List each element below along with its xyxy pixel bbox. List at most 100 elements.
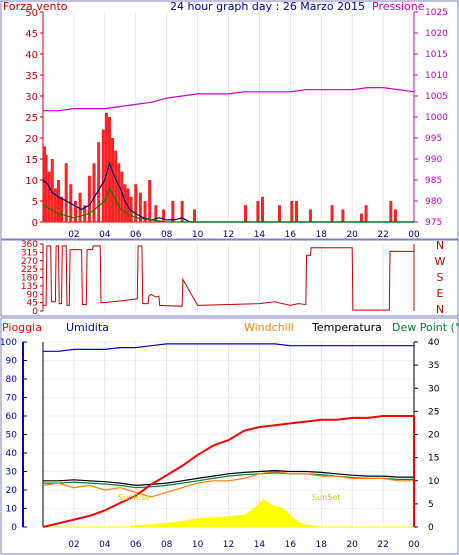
gust-bar xyxy=(56,180,60,222)
wind-series xyxy=(42,86,415,223)
gust-bar xyxy=(78,192,82,222)
wind-tick-label: 45 xyxy=(25,29,38,40)
direction-grid xyxy=(73,244,415,311)
pressure-tick-label: 1005 xyxy=(425,92,448,102)
wind-tick-label: 10 xyxy=(25,176,38,187)
wind-time-tick-label: 20 xyxy=(346,230,358,240)
wind-tick-label: 25 xyxy=(25,113,38,124)
gust-bar xyxy=(162,209,166,222)
pressure-tick-label: 980 xyxy=(425,197,442,207)
temp-time-tick-label: 18 xyxy=(316,540,328,550)
solar-area xyxy=(43,498,414,528)
pressure-axis-label: Pressione xyxy=(372,0,425,13)
direction-tick-label: 45 xyxy=(27,299,38,309)
wind-tick-label: 15 xyxy=(25,155,38,166)
compass-label: N xyxy=(436,303,444,316)
gust-bar xyxy=(278,205,282,222)
wind-time-tick-label: 00 xyxy=(408,230,420,240)
wind-tick-label: 35 xyxy=(25,71,38,82)
humidity-tick-label: 80 xyxy=(6,375,18,385)
temp-time-tick-label: 06 xyxy=(130,540,142,550)
humidity-tick-label: 50 xyxy=(6,431,18,441)
wind-axis-label: Forza vento xyxy=(3,0,68,13)
temp-time-tick-label: 08 xyxy=(161,540,173,550)
temp-time-tick-label: 20 xyxy=(346,540,358,550)
gust-bar xyxy=(73,201,77,222)
direction-tick-label: 0 xyxy=(32,307,38,317)
wind-tick-label: 30 xyxy=(25,92,38,103)
wind-axis-ticks: 0 5 10 15 20 25 30 35 40 45 50 xyxy=(25,8,43,229)
direction-tick-label: 225 xyxy=(21,265,38,275)
temperature-tick-label: 25 xyxy=(428,407,439,417)
temp-time-tick-label: 12 xyxy=(223,540,234,550)
gust-bar xyxy=(43,146,47,222)
temp-grid xyxy=(43,341,415,528)
legend-windchill: Windchill xyxy=(244,321,294,334)
gust-bar xyxy=(295,201,299,222)
gust-bar xyxy=(364,205,368,222)
windchill-line xyxy=(42,470,414,498)
gust-bar xyxy=(134,184,138,222)
temperature-axis-ticks: 0 5 10 15 20 25 30 35 40 xyxy=(414,338,440,533)
pressure-line xyxy=(43,86,415,112)
wind-time-tick-label: 12 xyxy=(223,230,234,240)
direction-tick-label: 360 xyxy=(21,240,38,250)
temp-time-ticks: 02 04 06 08 10 12 14 16 18 20 22 00 xyxy=(68,540,420,550)
gust-bar xyxy=(393,209,397,222)
humidity-tick-label: 100 xyxy=(0,338,17,348)
humidity-tick-label: 40 xyxy=(6,449,18,459)
gust-bar xyxy=(244,205,248,222)
direction-series xyxy=(43,245,414,311)
chart-title: 24 hour graph day : 26 Marzo 2015 xyxy=(170,0,365,13)
wind-tick-label: 5 xyxy=(32,197,38,208)
direction-line xyxy=(43,245,414,311)
legend-humidity: Umidita xyxy=(66,321,109,334)
gust-bar xyxy=(261,196,265,222)
rain-line xyxy=(42,415,414,528)
gust-bar xyxy=(192,209,196,222)
pressure-tick-label: 975 xyxy=(425,218,442,228)
temperature-tick-label: 5 xyxy=(428,500,434,510)
gust-bar xyxy=(107,117,111,222)
legend-dewpoint: Dew Point (°C xyxy=(392,321,459,334)
temp-time-tick-label: 14 xyxy=(254,540,266,550)
compass-label: S xyxy=(437,271,444,284)
humidity-tick-label: 20 xyxy=(6,486,18,496)
gust-bar xyxy=(97,142,101,222)
gust-bar xyxy=(64,163,68,222)
wind-time-tick-label: 18 xyxy=(316,230,328,240)
gust-bar xyxy=(60,196,64,222)
gust-bar xyxy=(341,209,345,222)
temperature-tick-label: 30 xyxy=(428,384,440,394)
wind-time-tick-label: 14 xyxy=(254,230,266,240)
temp-time-tick-label: 16 xyxy=(285,540,297,550)
gust-bar xyxy=(123,184,127,222)
wind-tick-label: 40 xyxy=(25,50,38,61)
gust-bar xyxy=(47,171,51,222)
temp-time-tick-label: 22 xyxy=(377,540,388,550)
gust-bar xyxy=(256,201,260,222)
humidity-tick-label: 30 xyxy=(6,468,18,478)
compass-label: W xyxy=(435,255,446,268)
pressure-tick-label: 1025 xyxy=(425,8,448,18)
temperature-line xyxy=(43,469,414,487)
pressure-tick-label: 990 xyxy=(425,155,442,165)
solar-radiation-area xyxy=(43,498,414,528)
pressure-tick-label: 1015 xyxy=(425,50,448,60)
pressure-tick-label: 1000 xyxy=(425,113,448,123)
humidity-tick-label: 90 xyxy=(6,357,18,367)
temp-time-tick-label: 10 xyxy=(192,540,204,550)
direction-panel-frame xyxy=(0,239,459,317)
gust-bar xyxy=(148,180,152,222)
temp-panel-frame xyxy=(0,317,459,555)
gust-bars xyxy=(43,112,397,222)
wind-avg-line xyxy=(42,161,414,223)
humidity-tick-label: 60 xyxy=(6,412,18,422)
temperature-tick-label: 10 xyxy=(428,477,440,487)
gust-bar xyxy=(104,112,108,222)
temperature-tick-label: 20 xyxy=(428,431,440,441)
gust-bar xyxy=(101,129,105,222)
humidity-tick-label: 10 xyxy=(6,505,18,515)
